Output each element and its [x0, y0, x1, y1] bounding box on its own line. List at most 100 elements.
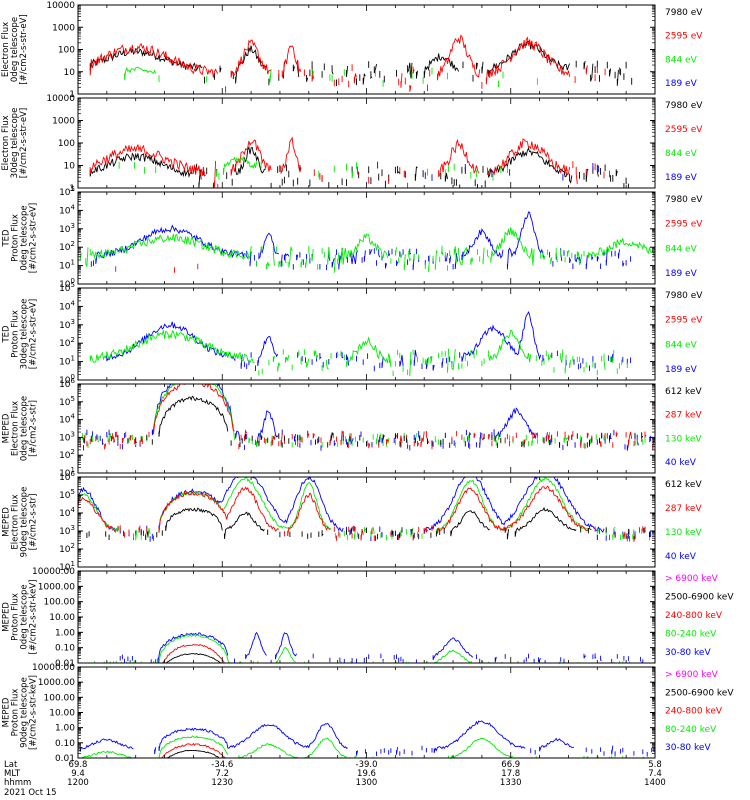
y-tick-label: 101 — [59, 259, 75, 272]
y-axis-label: [#/cm2-s-str-keV] — [29, 580, 39, 655]
series-green-trace — [77, 227, 656, 273]
y-tick-label: 10000 — [46, 1, 75, 11]
y-tick-label: 102 — [59, 542, 75, 555]
y-tick-label: 1.00 — [55, 724, 75, 734]
y-tick-label: 102 — [59, 448, 75, 461]
panel-frame — [77, 191, 656, 285]
y-tick-label: 100.00 — [44, 598, 76, 608]
legend-blue: 189 eV — [665, 269, 698, 279]
legend-green: 80-240 keV — [665, 725, 717, 735]
legend-blue: 189 eV — [665, 79, 698, 89]
y-tick-label: 10000 — [46, 94, 75, 104]
series-green-trace — [124, 66, 538, 88]
legend-black: 7980 eV — [665, 291, 703, 301]
y-axis-label: MEPED — [2, 413, 12, 443]
x-tick-label-lat: 5.8 — [648, 760, 662, 770]
y-axis-label: [#/cm2-s-str-eV] — [29, 203, 39, 273]
panel-frame — [77, 4, 656, 95]
y-axis-label: 0deg telescope — [20, 205, 30, 270]
y-tick-label: 1 — [69, 90, 75, 100]
y-tick-label: 0.10 — [55, 644, 75, 654]
y-tick-label: 101 — [59, 466, 75, 479]
series-green-trace — [81, 735, 649, 760]
series-blue-trace — [106, 311, 632, 372]
panel-7: 10000.00 1000.00 100.00 10.00 1.00 0.10 0.01 ME… — [2, 567, 735, 669]
panel-frame — [77, 97, 656, 189]
x-tick-label-hhmm: 1330 — [500, 778, 522, 788]
x-tick-label-hhmm: 1200 — [67, 778, 89, 788]
series-red-trace — [89, 34, 620, 93]
y-tick-label: 10000.00 — [32, 663, 75, 673]
y-axis-label: MEPED — [2, 507, 12, 537]
y-tick-label: 1000 — [52, 23, 75, 33]
panel-5: 106 105 104 103 102 101 MEPED Electron Flux 0deg… — [2, 377, 703, 479]
y-tick-label: 100.00 — [44, 693, 76, 703]
y-tick-label: 102 — [59, 240, 75, 253]
y-axis-label: [#/cm2-s-str-eV] — [19, 108, 29, 178]
x-tick-label-mlt: 17.8 — [501, 769, 520, 779]
y-tick-label: 10 — [64, 68, 76, 78]
y-tick-label: 103 — [59, 524, 75, 537]
legend-red: 287 keV — [665, 504, 702, 514]
legend-red: 2595 eV — [665, 125, 703, 135]
series-red-trace — [159, 742, 491, 759]
panel-3: 105 104 103 102 101 100 TED Proton Flux 0deg tel… — [2, 185, 704, 290]
legend-black: 2500-6900 keV — [665, 688, 734, 698]
y-tick-label: 103 — [59, 430, 75, 443]
x-tick-label-hhmm: 1300 — [356, 778, 378, 788]
y-axis-label: 0deg telescope — [10, 17, 20, 82]
panel-frame — [77, 383, 656, 474]
legend-red: 240-800 keV — [665, 707, 723, 717]
series-green-trace — [89, 329, 628, 377]
y-axis-label: 30deg telescope — [10, 108, 20, 179]
y-axis-label: Electron Flux — [1, 22, 11, 77]
y-tick-label: 1000.00 — [38, 582, 75, 592]
y-tick-label: 10.00 — [49, 613, 75, 623]
y-tick-label: 101 — [59, 355, 75, 368]
legend-magenta: > 6900 keV — [665, 574, 719, 584]
series-red-trace — [115, 263, 199, 273]
y-tick-label: 0.01 — [55, 659, 75, 669]
y-axis-label: 90deg telescope — [20, 677, 30, 748]
series-black-trace — [86, 506, 650, 540]
y-tick-label: 104 — [59, 203, 75, 216]
panel-frame — [77, 476, 656, 568]
x-tick-label-lat: 66.9 — [501, 760, 520, 770]
legend-black: 7980 eV — [665, 195, 703, 205]
y-tick-label: 105 — [59, 281, 75, 294]
legend-blue: 30-80 keV — [665, 743, 711, 753]
legend-green: 130 keV — [665, 434, 702, 444]
series-green-trace — [77, 383, 646, 449]
panel-2: 10000 1000 100 10 1 Electron Flux 30deg telesc… — [1, 94, 703, 194]
panel-6: 106 105 104 103 102 101 MEPED Electron Flux 90de… — [2, 470, 703, 573]
series-red-trace — [89, 136, 610, 188]
legend-green: 80-240 keV — [665, 630, 717, 640]
legend-black: 2500-6900 keV — [665, 593, 734, 603]
y-tick-label: 100 — [59, 277, 75, 290]
legend-green: 844 eV — [665, 340, 698, 350]
y-axis-label: 30deg telescope — [20, 299, 30, 370]
legend-black: 612 keV — [665, 480, 702, 490]
y-axis-label: [#/cm2-s-str] — [29, 400, 39, 457]
legend-black: 612 keV — [665, 387, 702, 397]
x-tick-label-hhmm: 1230 — [211, 778, 233, 788]
series-red-trace — [77, 485, 646, 542]
y-axis-label: 0deg telescope — [20, 584, 30, 649]
legend-magenta: > 6900 keV — [665, 670, 719, 680]
y-axis-label: Electron Flux — [11, 401, 21, 456]
series-green-trace — [77, 476, 650, 541]
y-tick-label: 10 — [64, 162, 76, 172]
y-axis-label: Proton Flux — [11, 310, 21, 358]
y-axis-label: Proton Flux — [11, 214, 21, 262]
series-blue-trace — [77, 720, 656, 757]
y-tick-label: 103 — [59, 318, 75, 331]
legend-red: 2595 eV — [665, 316, 703, 326]
y-tick-label: 100 — [58, 139, 75, 149]
x-tick-label-mlt: 7.4 — [648, 769, 662, 779]
y-axis-label: [#/cm2-s-str-eV] — [29, 299, 39, 369]
series-black-trace — [84, 395, 644, 448]
y-axis-label: Proton Flux — [11, 689, 21, 737]
panel-frame — [77, 287, 656, 381]
y-axis-label: [#/cm2-s-str-eV] — [19, 14, 29, 84]
legend-green: 844 eV — [665, 149, 698, 159]
